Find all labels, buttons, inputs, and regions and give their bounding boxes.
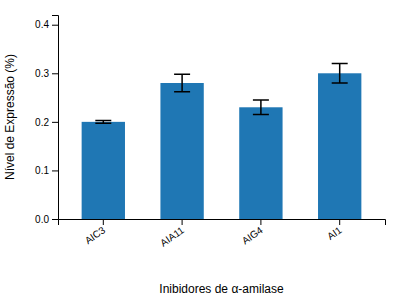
- y-tick-mark: [52, 170, 58, 171]
- error-bar: [95, 120, 111, 123]
- y-axis-title: Nível de Expressão (%): [3, 54, 17, 180]
- y-tick-mark: [52, 219, 58, 220]
- y-tick: 0.3: [35, 68, 58, 79]
- x-tick: AI1: [325, 219, 344, 242]
- x-tick-label: AI1: [325, 224, 344, 242]
- y-tick-label: 0.0: [35, 214, 49, 225]
- marks: [82, 64, 362, 219]
- y-axis-line: [52, 16, 59, 220]
- error-bar: [253, 100, 269, 115]
- x-axis: AIC3 AIA11 AIG4 AI1: [59, 219, 386, 249]
- x-tick-label: AIA11: [158, 224, 186, 248]
- bar: [82, 122, 125, 219]
- y-axis: 0.0 0.1 0.2 0.3 0.4: [35, 16, 58, 225]
- y-tick-label: 0.4: [35, 19, 49, 30]
- y-tick-label: 0.1: [35, 165, 49, 176]
- plot-area: AIC3 AIA11 AIG4 AI1 0.0 0.1 0.2 0.3 0.4: [35, 16, 385, 249]
- y-tick: 0.1: [35, 165, 58, 176]
- y-tick: 0.2: [35, 117, 58, 128]
- x-tick-label: AIC3: [83, 224, 108, 246]
- x-axis-title: Inibidores de α-amilase: [159, 282, 284, 296]
- error-bar: [332, 64, 348, 83]
- y-tick: 0.4: [35, 19, 58, 30]
- y-tick: 0.0: [35, 214, 58, 225]
- x-tick-mark: [103, 219, 104, 225]
- bar: [160, 83, 203, 219]
- y-tick-mark: [52, 73, 58, 74]
- x-tick: AIA11: [158, 219, 186, 249]
- x-tick-label: AIG4: [240, 224, 265, 246]
- x-tick: AIC3: [83, 219, 108, 246]
- y-tick-mark: [52, 25, 58, 26]
- x-tick-mark: [339, 219, 340, 225]
- bar: [239, 107, 282, 219]
- x-tick-mark: [260, 219, 261, 225]
- y-tick-mark: [52, 122, 58, 123]
- x-tick-mark: [182, 219, 183, 225]
- error-bar: [174, 74, 190, 91]
- bar: [318, 73, 361, 219]
- y-tick-label: 0.2: [35, 117, 49, 128]
- y-tick-label: 0.3: [35, 68, 49, 79]
- x-tick: AIG4: [240, 219, 265, 246]
- chart: AIC3 AIA11 AIG4 AI1 0.0 0.1 0.2 0.3 0.4 Inibidore…: [0, 0, 400, 301]
